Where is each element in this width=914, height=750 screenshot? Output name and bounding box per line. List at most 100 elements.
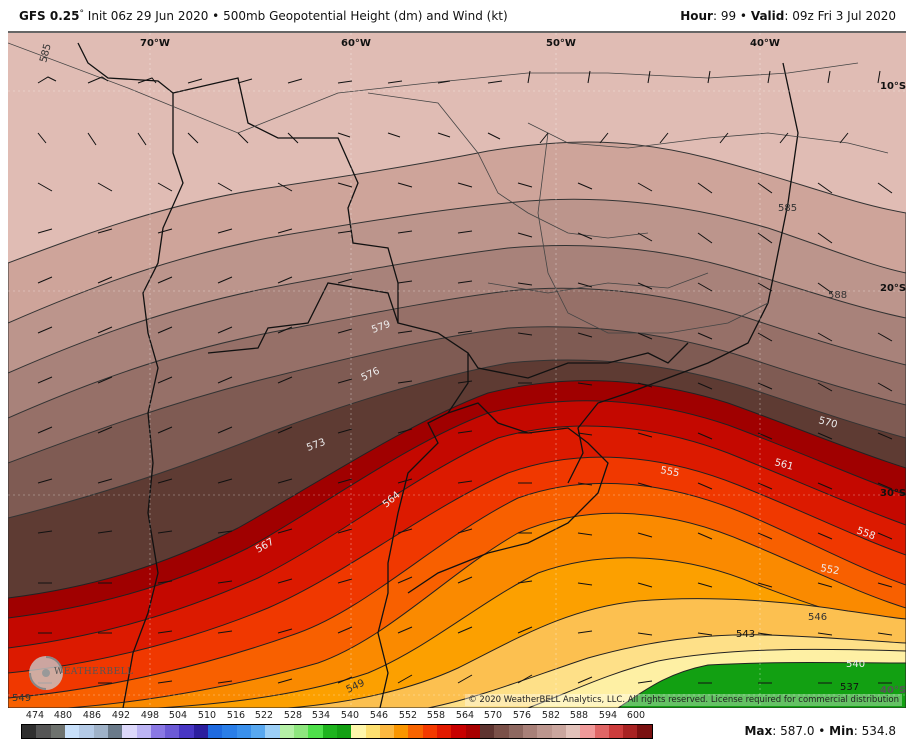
colorbar-swatch <box>494 725 509 738</box>
colorbar-swatch <box>107 725 123 738</box>
colorbar-swatch <box>136 725 151 738</box>
colorbar-swatch <box>551 725 566 738</box>
max-label: Max <box>744 724 773 738</box>
colorbar-tick: 486 <box>82 710 102 721</box>
colorbar-tick: 516 <box>226 710 246 721</box>
svg-text:561: 561 <box>773 457 794 473</box>
logo-text: WEATHERBELL <box>54 667 134 677</box>
colorbar-swatch <box>394 725 409 738</box>
colorbar-tick: 492 <box>111 710 131 721</box>
colorbar-tick: 558 <box>426 710 446 721</box>
colorbar-ticks: 474 480 486 492 498 504 510 516 522 528 … <box>21 710 661 722</box>
latitude-label: 20°S <box>880 283 906 294</box>
colorbar-swatch <box>608 725 624 738</box>
latitude-label: 30°S <box>880 488 906 499</box>
svg-text:549: 549 <box>12 693 31 704</box>
hour-label: Hour <box>680 9 713 23</box>
colorbar-tick: 546 <box>369 710 389 721</box>
colorbar-swatch <box>36 725 51 738</box>
svg-text:588: 588 <box>828 290 847 301</box>
colorbar-swatch <box>165 725 180 738</box>
longitude-label: 70°W <box>140 38 170 49</box>
colorbar-swatch <box>637 725 652 738</box>
colorbar-swatch <box>336 725 352 738</box>
svg-text:585: 585 <box>778 203 797 214</box>
colorbar-swatch <box>522 725 538 738</box>
state-borders <box>8 42 889 334</box>
colorbar-tick: 510 <box>197 710 217 721</box>
svg-text:555: 555 <box>659 465 680 479</box>
latitude-label: 40°S <box>880 685 906 696</box>
valid-time: Hour: 99 • Valid: 09z Fri 3 Jul 2020 <box>680 9 896 23</box>
contour-map: 585 585 588 579 576 573 570 567 564 561 … <box>8 33 906 708</box>
hour-value: : 99 • <box>712 9 751 23</box>
colorbar-swatch <box>408 725 423 738</box>
colorbar-swatch <box>437 725 452 738</box>
colorbar-swatch <box>251 725 266 738</box>
longitude-label: 60°W <box>341 38 371 49</box>
copyright-notice: © 2020 WeatherBELL Analytics, LLC. All r… <box>465 694 902 706</box>
colorbar-swatch <box>422 725 438 738</box>
colorbar-swatch <box>594 725 609 738</box>
svg-text:570: 570 <box>817 415 838 431</box>
colorbar-tick: 534 <box>311 710 331 721</box>
valid-value: : 09z Fri 3 Jul 2020 <box>784 9 896 23</box>
hurricane-logo-icon <box>29 656 63 690</box>
svg-text:546: 546 <box>808 612 827 623</box>
colorbar-tick: 540 <box>340 710 360 721</box>
band-537 <box>617 662 906 708</box>
colorbar-tick: 552 <box>398 710 418 721</box>
colorbar-swatch <box>580 725 595 738</box>
colorbar-swatch <box>480 725 495 738</box>
colorbar-swatch <box>279 725 294 738</box>
colorbar-tick: 564 <box>455 710 475 721</box>
colorbar-swatch <box>50 725 65 738</box>
colorbar-swatch <box>365 725 380 738</box>
colorbar-swatch <box>351 725 366 738</box>
colorbar-tick: 522 <box>254 710 274 721</box>
colorbar-swatch <box>150 725 166 738</box>
min-value: : 534.8 <box>853 724 896 738</box>
svg-text:537: 537 <box>840 682 859 693</box>
min-label: Min <box>829 724 854 738</box>
colorbar-tick: 576 <box>512 710 532 721</box>
colorbar-swatch <box>222 725 237 738</box>
init-text: Init 06z 29 Jun 2020 • 500mb Geopotentia… <box>83 9 508 23</box>
model-name: GFS 0.25 <box>19 9 80 23</box>
colorbar-swatch <box>451 725 466 738</box>
colorbar-swatch <box>623 725 638 738</box>
colorbar-swatch <box>93 725 108 738</box>
colorbar-swatch <box>265 725 280 738</box>
colorbar-swatches <box>21 724 653 739</box>
colorbar-tick: 570 <box>483 710 503 721</box>
svg-text:585: 585 <box>38 42 54 63</box>
colorbar-swatch <box>308 725 323 738</box>
colorbar-swatch <box>22 725 37 738</box>
colorbar-tick: 504 <box>168 710 188 721</box>
colorbar-swatch <box>508 725 523 738</box>
colorbar-swatch <box>179 725 194 738</box>
max-value: : 587.0 • <box>772 724 830 738</box>
colorbar-tick: 600 <box>626 710 646 721</box>
longitude-label: 50°W <box>546 38 576 49</box>
svg-text:543: 543 <box>736 629 755 640</box>
svg-text:540: 540 <box>846 659 865 670</box>
colorbar-swatch <box>122 725 137 738</box>
degree-symbol: ° <box>79 9 84 19</box>
colorbar-tick: 498 <box>140 710 160 721</box>
colorbar-tick: 594 <box>598 710 618 721</box>
wind-barbs <box>37 70 893 684</box>
colorbar-tick: 582 <box>541 710 561 721</box>
colorbar-tick: 528 <box>283 710 303 721</box>
colorbar-legend: 474 480 486 492 498 504 510 516 522 528 … <box>21 710 661 739</box>
colorbar-swatch <box>565 725 581 738</box>
colorbar-swatch <box>293 725 309 738</box>
max-min-stats: Max: 587.0 • Min: 534.8 <box>744 724 896 738</box>
latitude-label: 10°S <box>880 81 906 92</box>
country-borders <box>77 42 799 708</box>
map-panel[interactable]: 585 585 588 579 576 573 570 567 564 561 … <box>8 31 906 708</box>
valid-label: Valid <box>750 9 785 23</box>
colorbar-tick: 480 <box>53 710 73 721</box>
colorbar-tick: 588 <box>569 710 589 721</box>
colorbar-swatch <box>193 725 209 738</box>
